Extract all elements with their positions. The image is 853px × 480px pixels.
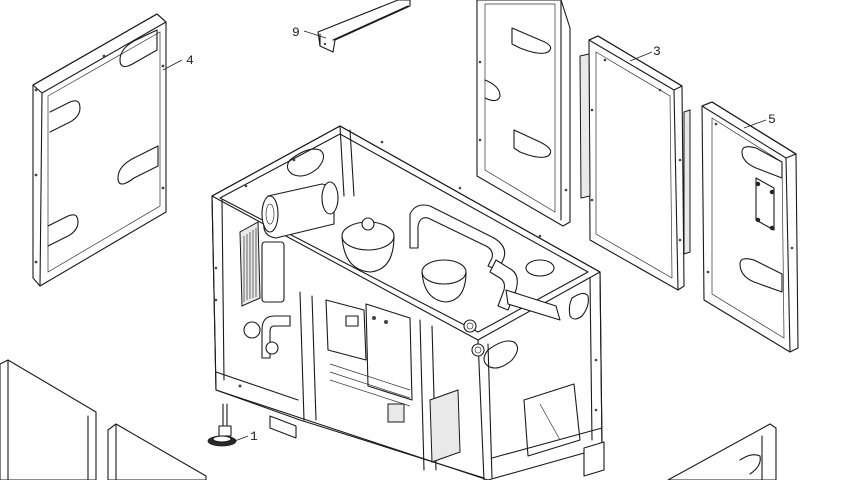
side-panel-3 <box>579 35 691 291</box>
callout-3: 3 <box>629 44 661 62</box>
bottom-left-panel <box>0 359 97 480</box>
pump-unit <box>341 217 467 303</box>
callout-label-5: 5 <box>768 112 776 127</box>
callout-label-4: 4 <box>186 53 194 68</box>
callout-1: 1 <box>231 429 258 444</box>
bracket-9 <box>317 0 411 53</box>
bottom-right-panel <box>667 423 777 480</box>
pipework <box>243 204 561 359</box>
bottom-center-panel <box>107 423 207 480</box>
callout-4: 4 <box>162 53 194 71</box>
main-frame-assembly <box>211 125 605 480</box>
fin-lines <box>243 228 257 302</box>
side-panel-top <box>476 0 571 227</box>
callout-9: 9 <box>292 25 327 40</box>
cylinder-unit <box>261 181 339 239</box>
side-panel-4 <box>32 13 167 287</box>
callout-label-9: 9 <box>292 25 300 40</box>
side-panel-5 <box>701 101 799 353</box>
lower-compartment <box>429 383 581 463</box>
callout-label-3: 3 <box>653 44 661 59</box>
callout-label-1: 1 <box>250 429 258 444</box>
leveling-foot-1 <box>207 403 237 447</box>
control-box <box>325 299 413 423</box>
callout-5: 5 <box>743 112 776 129</box>
